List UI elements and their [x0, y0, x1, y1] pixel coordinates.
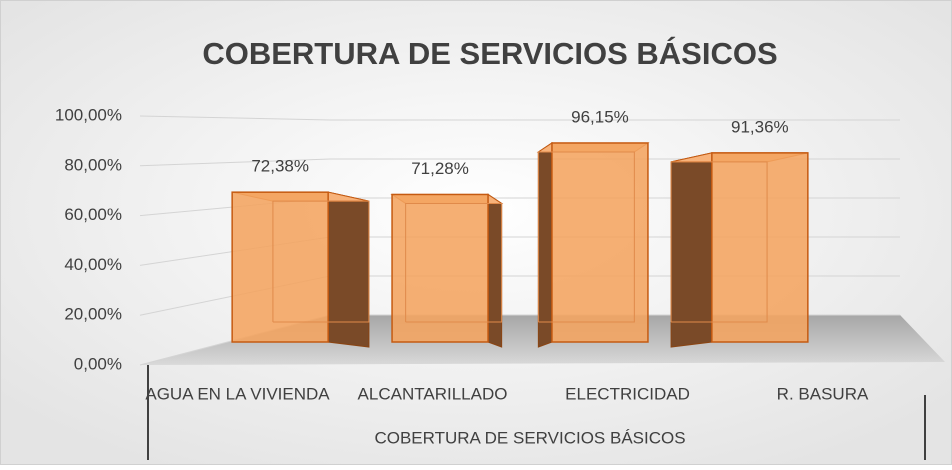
bar [670, 152, 809, 348]
bar-side [670, 152, 713, 348]
grid-line [139, 115, 900, 121]
x-tick-label: R. BASURA [777, 384, 869, 403]
y-tick-label: 80,00% [64, 155, 122, 174]
y-tick-label: 100,00% [55, 105, 122, 124]
x-tick-label: AGUA EN LA VIVIENDA [145, 384, 330, 403]
bar [536, 142, 650, 348]
chart-title: COBERTURA DE SERVICIOS BÁSICOS [202, 36, 777, 71]
bar-side [487, 193, 503, 348]
bar-side [537, 142, 553, 348]
bar-side [327, 191, 370, 348]
x-tick-label: ELECTRICIDAD [565, 384, 690, 403]
y-tick-label: 20,00% [64, 305, 122, 324]
bar-edge [272, 200, 370, 323]
bar-front [551, 142, 649, 343]
value-label: 91,36% [731, 117, 789, 136]
y-tick-label: 40,00% [64, 255, 122, 274]
bar-front [231, 191, 329, 343]
y-tick-label: 60,00% [64, 205, 122, 224]
value-label: 71,28% [411, 159, 469, 178]
value-label: 72,38% [251, 157, 309, 176]
bar-front [711, 152, 809, 343]
bar-front [391, 193, 489, 343]
bar-edge [405, 202, 503, 323]
y-tick-label: 0,00% [74, 354, 122, 373]
bar-edge [670, 161, 768, 323]
x-tick-label: ALCANTARILLADO [358, 384, 508, 403]
bar [231, 191, 370, 348]
value-label: 96,15% [571, 107, 629, 126]
bar-edge [537, 151, 635, 323]
bar [390, 193, 504, 348]
x-axis-label: COBERTURA DE SERVICIOS BÁSICOS [374, 428, 685, 447]
